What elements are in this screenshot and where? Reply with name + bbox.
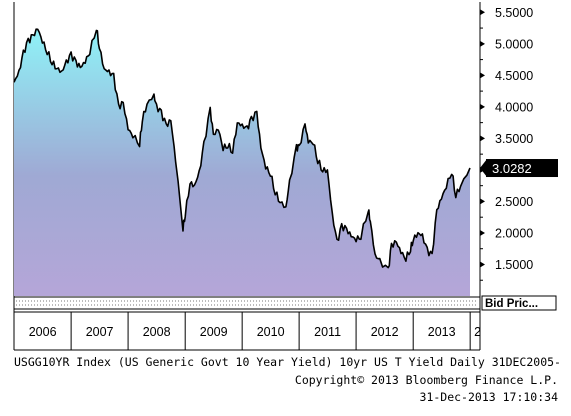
y-tick-label: 4.0000 <box>495 100 533 114</box>
yield-series-line <box>13 28 471 269</box>
x-tick-label: 2 <box>474 325 481 339</box>
y-tick-label: 2.0000 <box>495 226 533 240</box>
y-tick-mark <box>480 72 485 79</box>
y-tick-mark <box>480 261 485 268</box>
y-tick-label: 5.5000 <box>495 6 533 20</box>
bottom-panel: Bid Pric... <box>13 295 557 311</box>
bid-price-panel <box>13 296 481 310</box>
x-tick-label: 2009 <box>200 325 228 339</box>
y-tick-mark <box>480 229 485 236</box>
y-tick-mark <box>480 135 485 142</box>
x-tick-label: 2013 <box>428 325 456 339</box>
bid-price-label: Bid Pric... <box>485 298 538 310</box>
x-tick-label: 2010 <box>257 325 285 339</box>
x-tick-label: 2011 <box>314 325 341 339</box>
y-tick-mark <box>480 9 485 16</box>
y-tick-label: 3.5000 <box>495 132 533 146</box>
y-tick-mark <box>480 103 485 110</box>
y-tick-label: 2.5000 <box>495 195 533 209</box>
y-tick-mark <box>480 198 485 205</box>
yield-chart: 5.50005.00004.50004.00003.50003.00002.50… <box>13 2 558 351</box>
bid-price-label-box <box>481 295 557 311</box>
x-tick-label: 2007 <box>86 325 114 339</box>
y-axis: 5.50005.00004.50004.00003.50003.00002.50… <box>480 6 558 281</box>
last-price-box <box>486 159 558 178</box>
x-tick-label: 2012 <box>371 325 399 339</box>
footer-index-description: USGG10YR Index (US Generic Govt 10 Year … <box>14 355 561 369</box>
footer-timestamp: 31-Dec-2013 17:10:34 <box>419 390 558 404</box>
yield-area-fill <box>14 29 470 296</box>
last-price-pointer <box>480 159 487 178</box>
area-layer <box>13 28 471 296</box>
y-tick-label: 1.5000 <box>495 258 533 272</box>
x-axis: 2006 2007 2008 2009 2010 2011 2012 2013 2 <box>14 311 481 351</box>
footer-copyright: Copyright© 2013 Bloomberg Finance L.P. <box>294 373 558 387</box>
x-tick-label: 2006 <box>29 325 57 339</box>
y-tick-label: 4.5000 <box>495 69 533 83</box>
y-tick-label: 5.0000 <box>495 37 533 51</box>
y-tick-mark <box>480 40 485 47</box>
last-price-label: 3.0282 <box>492 161 532 176</box>
x-tick-label: 2008 <box>143 325 171 339</box>
